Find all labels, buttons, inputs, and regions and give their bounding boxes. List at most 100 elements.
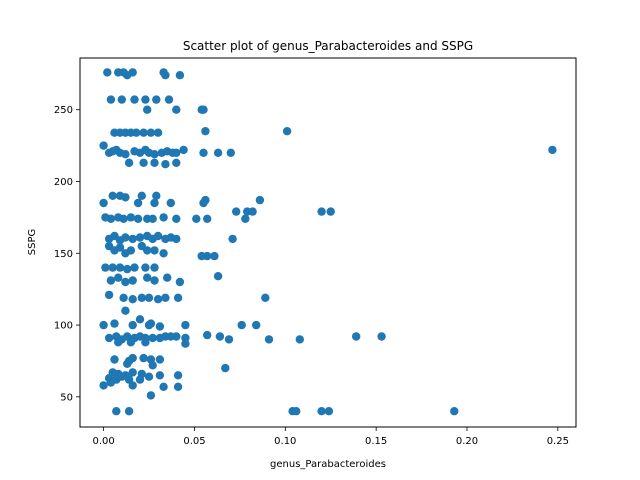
data-point bbox=[450, 407, 459, 416]
data-point bbox=[144, 293, 154, 302]
data-point bbox=[153, 128, 163, 137]
data-point bbox=[241, 214, 250, 223]
data-point bbox=[261, 293, 270, 302]
data-point bbox=[237, 320, 246, 330]
data-point bbox=[199, 105, 208, 114]
data-point bbox=[115, 243, 125, 252]
data-point bbox=[103, 68, 112, 77]
data-point bbox=[133, 198, 143, 208]
data-point bbox=[126, 338, 136, 347]
data-point bbox=[128, 381, 137, 390]
data-point bbox=[114, 338, 123, 347]
data-point bbox=[124, 407, 134, 416]
data-point bbox=[106, 276, 116, 285]
data-point bbox=[104, 333, 114, 343]
data-point bbox=[99, 320, 108, 330]
data-point bbox=[175, 277, 185, 287]
data-point bbox=[150, 158, 159, 167]
data-point bbox=[152, 95, 161, 104]
data-point bbox=[148, 361, 157, 370]
data-point bbox=[143, 273, 152, 282]
plot-frame bbox=[79, 57, 577, 428]
data-point bbox=[295, 335, 304, 344]
data-point bbox=[292, 407, 301, 416]
data-point bbox=[148, 333, 157, 343]
data-point bbox=[159, 213, 168, 222]
data-points bbox=[99, 68, 557, 416]
data-point bbox=[155, 322, 165, 331]
x-axis-label: genus_Parabacteroides bbox=[270, 459, 386, 470]
data-point bbox=[210, 251, 219, 261]
data-point bbox=[126, 246, 136, 255]
data-point bbox=[121, 233, 130, 242]
data-point bbox=[135, 375, 145, 384]
data-point bbox=[152, 191, 161, 200]
data-point bbox=[104, 290, 114, 300]
data-point bbox=[175, 71, 185, 80]
y-axis-label: SSPG bbox=[27, 229, 38, 255]
data-point bbox=[213, 272, 223, 281]
data-point bbox=[128, 353, 137, 363]
data-point bbox=[172, 148, 181, 157]
data-point bbox=[146, 128, 156, 137]
data-point bbox=[141, 95, 150, 104]
x-tick-label: 0.05 bbox=[183, 436, 205, 447]
data-point bbox=[161, 71, 170, 80]
data-point bbox=[133, 214, 143, 223]
data-point bbox=[121, 193, 130, 202]
data-point bbox=[121, 277, 130, 287]
data-point bbox=[137, 191, 146, 200]
data-point bbox=[141, 338, 150, 347]
data-point bbox=[548, 145, 557, 155]
data-point bbox=[128, 295, 137, 304]
x-tick-label: 0.25 bbox=[547, 436, 569, 447]
data-point bbox=[112, 407, 121, 416]
data-point bbox=[317, 407, 326, 416]
data-point bbox=[132, 128, 141, 137]
data-point bbox=[139, 128, 148, 137]
data-point bbox=[224, 335, 234, 344]
data-point bbox=[201, 127, 210, 136]
data-point bbox=[264, 335, 274, 344]
data-point bbox=[172, 105, 181, 114]
data-point bbox=[121, 150, 130, 159]
data-point bbox=[144, 372, 154, 381]
data-point bbox=[221, 363, 230, 373]
data-point bbox=[130, 263, 139, 272]
data-point bbox=[135, 233, 145, 242]
data-point bbox=[232, 207, 241, 216]
data-point bbox=[117, 95, 127, 104]
data-point bbox=[228, 234, 237, 244]
data-point bbox=[173, 382, 183, 391]
data-point bbox=[153, 295, 163, 304]
data-point bbox=[163, 273, 172, 282]
data-point bbox=[128, 368, 137, 377]
data-point bbox=[282, 127, 292, 136]
data-point bbox=[252, 320, 261, 330]
data-point bbox=[164, 95, 174, 104]
data-point bbox=[155, 371, 165, 380]
data-point bbox=[108, 191, 117, 200]
data-point bbox=[126, 213, 136, 222]
y-tick-label: 250 bbox=[54, 105, 73, 116]
data-point bbox=[146, 391, 156, 400]
data-point bbox=[215, 332, 225, 341]
data-point bbox=[123, 359, 132, 368]
data-point bbox=[150, 276, 159, 285]
x-tick-label: 0.00 bbox=[92, 436, 114, 447]
data-point bbox=[101, 263, 110, 272]
data-point bbox=[161, 160, 170, 169]
data-point bbox=[179, 145, 188, 155]
data-point bbox=[130, 95, 139, 104]
data-point bbox=[173, 293, 183, 302]
data-point bbox=[352, 332, 361, 341]
data-point bbox=[150, 198, 159, 208]
data-point bbox=[213, 148, 223, 157]
data-point bbox=[121, 306, 130, 315]
data-point bbox=[108, 263, 117, 272]
data-point bbox=[203, 251, 212, 261]
x-axis-ticks: 0.00 0.05 0.10 0.15 0.20 0.25 bbox=[92, 427, 569, 447]
data-point bbox=[128, 320, 137, 330]
data-point bbox=[106, 378, 116, 387]
